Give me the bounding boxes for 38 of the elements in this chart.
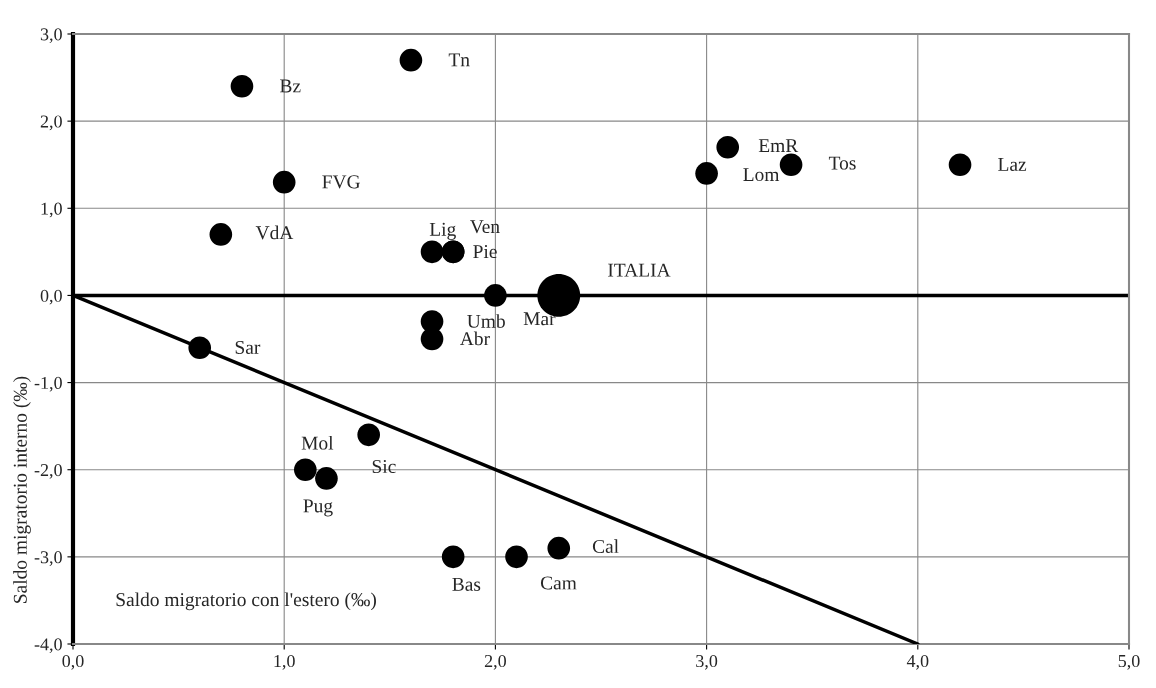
y-tick-label: -2,0 xyxy=(34,463,62,479)
x-tick-label: 3,0 xyxy=(696,654,718,670)
y-tick-label: -4,0 xyxy=(34,638,62,654)
annotation: Pug xyxy=(303,499,333,517)
annotation: Tos xyxy=(828,156,856,170)
annotation: Cal xyxy=(592,539,619,554)
annotation: Pie xyxy=(473,245,497,259)
annotation: Abr xyxy=(460,331,490,346)
annotation: ITALIA xyxy=(608,263,671,277)
x-axis-title: Saldo migratorio con l'estero (‰) xyxy=(116,592,376,611)
annotation: Mol xyxy=(301,435,334,450)
y-tick-label: -3,0 xyxy=(34,551,62,566)
y-tick-label: -1,0 xyxy=(34,376,62,392)
annotation: Lom xyxy=(743,168,780,182)
annotation: EmR xyxy=(758,139,799,152)
annotation: Bas xyxy=(452,577,481,591)
y-tick-label: 2,0 xyxy=(40,115,62,131)
y-tick-label: 3,0 xyxy=(40,28,62,44)
y-axis-title: Saldo migratorio interno (‰) xyxy=(13,376,31,603)
annotation: Sar xyxy=(235,340,261,354)
annotation: Lig xyxy=(429,222,456,240)
x-tick-label: 1,0 xyxy=(274,654,295,670)
annotation: Umb xyxy=(467,314,505,328)
annotation: Bz xyxy=(280,79,301,93)
annotation: Mar xyxy=(523,312,556,326)
annotation: Cam xyxy=(540,576,577,590)
y-tick-label: 1,0 xyxy=(41,202,62,218)
x-tick-label: 0,0 xyxy=(62,654,84,670)
x-tick-label: 5,0 xyxy=(1118,654,1140,670)
annotation: Sic xyxy=(372,459,396,474)
x-tick-label: 4,0 xyxy=(906,654,929,670)
annotation: Tn xyxy=(448,53,470,67)
annotation: VdA xyxy=(255,225,294,240)
annotation: FVG xyxy=(322,175,360,189)
x-tick-label: 2,0 xyxy=(484,654,506,670)
annotation: Ven xyxy=(470,220,500,234)
y-tick-label: 0,0 xyxy=(40,289,62,305)
annotation: Laz xyxy=(998,158,1027,171)
